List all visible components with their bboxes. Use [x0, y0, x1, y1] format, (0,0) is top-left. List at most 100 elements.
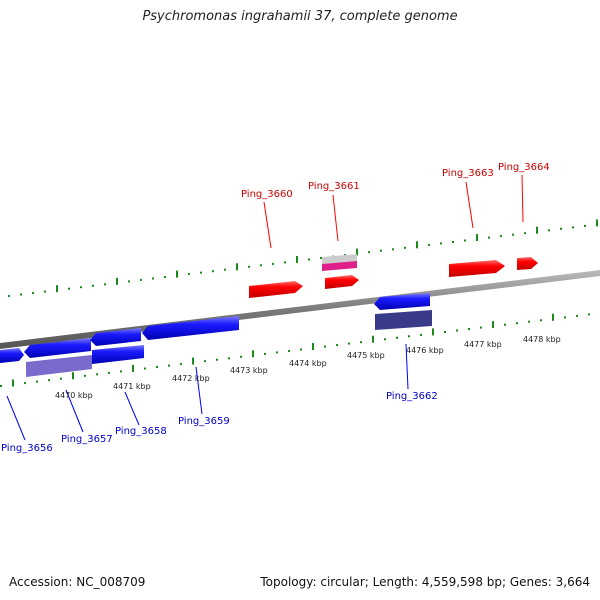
- minor-tick: [488, 236, 490, 239]
- minor-tick: [96, 373, 98, 376]
- gene-label-ping-3660[interactable]: Ping_3660: [241, 189, 293, 200]
- scale-label: 4477 kbp: [464, 340, 502, 349]
- minor-tick: [8, 295, 10, 297]
- minor-tick: [396, 336, 398, 339]
- gene-ping-3661-feature[interactable]: [325, 275, 359, 289]
- minor-tick: [456, 329, 458, 332]
- gene-ping-3663-feature[interactable]: [449, 260, 505, 277]
- gene-label-ping-3656[interactable]: Ping_3656: [1, 443, 53, 454]
- gene-label-ping-3659[interactable]: Ping_3659: [178, 416, 230, 427]
- scale-label: 4478 kbp: [523, 335, 561, 344]
- gene-label-ping-3658[interactable]: Ping_3658: [115, 426, 167, 437]
- gene-ping-3658-feature[interactable]: [90, 328, 141, 346]
- minor-tick: [404, 246, 406, 249]
- gene-ping-3660-feature[interactable]: [249, 281, 303, 298]
- major-tick: [56, 285, 58, 293]
- minor-tick: [212, 270, 214, 273]
- map-title: Psychromonas ingrahamii 37, complete gen…: [142, 9, 458, 24]
- minor-tick: [540, 319, 542, 322]
- major-tick: [252, 350, 254, 358]
- minor-tick: [264, 352, 266, 355]
- minor-tick: [188, 273, 190, 276]
- major-tick: [596, 219, 598, 227]
- major-tick: [72, 372, 74, 380]
- minor-tick: [84, 374, 86, 377]
- scale-label: 4472 kbp: [172, 374, 210, 383]
- minor-tick: [260, 264, 262, 267]
- minor-tick: [480, 326, 482, 329]
- minor-tick: [144, 367, 146, 370]
- minor-tick: [524, 232, 526, 235]
- minor-tick: [380, 249, 382, 252]
- minor-tick: [288, 350, 290, 352]
- minor-tick: [308, 258, 310, 261]
- minor-tick: [272, 262, 274, 265]
- minor-tick: [300, 348, 302, 351]
- major-tick: [132, 364, 134, 372]
- gene-ping-3662-feature[interactable]: [374, 293, 430, 310]
- gene-label-ping-3664[interactable]: Ping_3664: [498, 162, 550, 173]
- minor-tick: [60, 377, 62, 380]
- minor-tick: [108, 371, 110, 374]
- minor-tick: [368, 251, 370, 254]
- major-tick: [416, 241, 418, 249]
- scale-label: 4473 kbp: [230, 366, 268, 375]
- minor-tick: [444, 331, 446, 333]
- minor-tick: [0, 385, 2, 387]
- minor-tick: [548, 229, 550, 232]
- gene-label-ping-3661[interactable]: Ping_3661: [308, 181, 360, 192]
- minor-tick: [560, 227, 562, 230]
- gene-ping-3656-feature[interactable]: [0, 348, 24, 363]
- major-tick: [312, 343, 314, 350]
- major-tick: [372, 335, 374, 343]
- gene-ping-3661-rna-bottom: [322, 261, 357, 271]
- minor-tick: [140, 278, 142, 281]
- minor-tick: [80, 286, 82, 289]
- minor-tick: [92, 284, 94, 287]
- scale-label: 4475 kbp: [347, 351, 385, 360]
- major-tick: [492, 321, 494, 329]
- gene-ping-3661-rna-top: [322, 254, 357, 264]
- minor-tick: [588, 313, 590, 316]
- minor-tick: [228, 357, 230, 360]
- minor-tick: [68, 287, 70, 290]
- gene-ping-3657-feature[interactable]: [24, 338, 91, 358]
- minor-tick: [464, 239, 466, 242]
- gene-label-ping-3663[interactable]: Ping_3663: [442, 168, 494, 179]
- major-tick: [536, 226, 538, 234]
- major-tick: [552, 313, 554, 321]
- minor-tick: [528, 320, 530, 323]
- minor-tick: [384, 338, 386, 341]
- minor-tick: [452, 241, 454, 243]
- reverse-tick-row: [0, 313, 590, 387]
- gene-ping-3664-feature[interactable]: [517, 257, 538, 270]
- gene-ping-3659-feature[interactable]: [142, 316, 239, 340]
- minor-tick: [336, 344, 338, 347]
- minor-tick: [224, 268, 226, 271]
- minor-tick: [36, 380, 38, 383]
- minor-tick: [564, 316, 566, 319]
- minor-tick: [284, 261, 286, 264]
- minor-tick: [200, 271, 202, 274]
- minor-tick: [128, 280, 130, 283]
- major-tick: [116, 277, 118, 285]
- minor-tick: [348, 342, 350, 345]
- reverse-leaders: [6, 343, 409, 441]
- gene-label-ping-3662[interactable]: Ping_3662: [386, 391, 438, 402]
- accession-label: Accession: NC_008709: [9, 575, 146, 589]
- gene-label-ping-3657[interactable]: Ping_3657: [61, 434, 113, 445]
- scale-label: 4476 kbp: [406, 346, 444, 355]
- minor-tick: [240, 355, 242, 358]
- minor-tick: [428, 243, 430, 246]
- minor-tick: [180, 363, 182, 366]
- minor-tick: [468, 328, 470, 330]
- scale-label: 4474 kbp: [289, 359, 327, 368]
- major-tick: [176, 270, 178, 278]
- minor-tick: [204, 360, 206, 363]
- minor-tick: [164, 276, 166, 278]
- major-tick: [432, 328, 434, 336]
- minor-tick: [420, 333, 422, 336]
- minor-tick: [408, 335, 410, 338]
- minor-tick: [168, 364, 170, 367]
